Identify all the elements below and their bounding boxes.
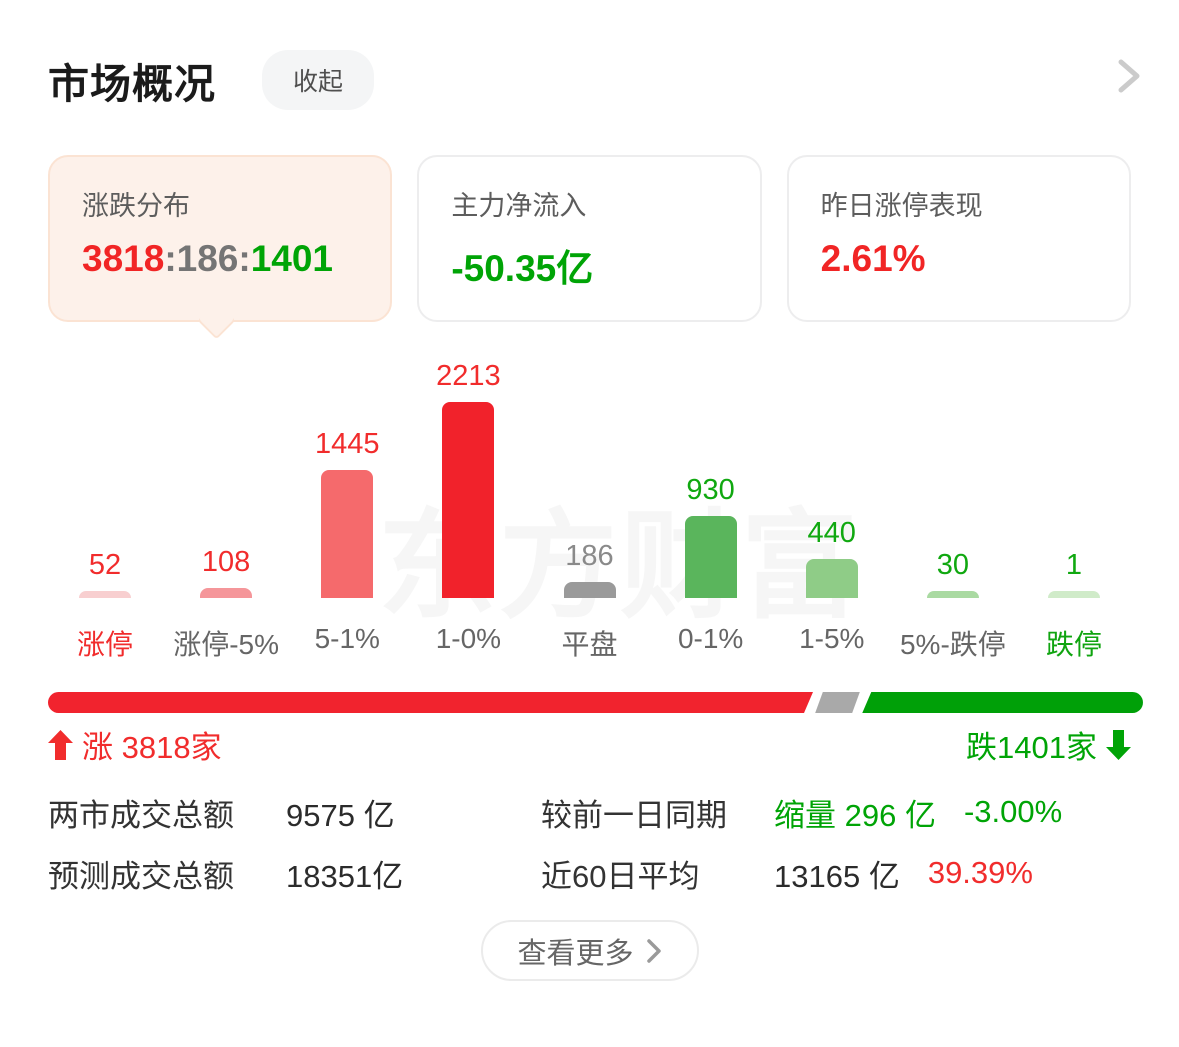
bar: [321, 470, 374, 598]
stat-row: 预测成交总额 18351亿 近60日平均 13165 亿 39.39%: [48, 852, 1131, 894]
card-rise-fall-distribution[interactable]: 涨跌分布 3818:186:1401: [48, 155, 393, 340]
bar: [563, 582, 616, 598]
card-label: 昨日涨停表现: [820, 191, 983, 221]
bar: [442, 402, 495, 598]
card-main-net-inflow[interactable]: 主力净流入 -50.35亿: [417, 155, 762, 322]
ratio-segment-up: [48, 692, 813, 713]
advancers-count: 涨 3818家: [48, 722, 222, 767]
active-card-pointer: [197, 301, 236, 340]
bar-category-label: 跌停: [1045, 629, 1102, 660]
advance-decline-summary: 涨 3818家 跌1401家: [48, 722, 1131, 767]
bar-value-label: 186: [565, 540, 614, 572]
bar-column-0-1%[interactable]: 930 0-1%: [654, 358, 768, 676]
header: 市场概况 收起: [48, 50, 375, 110]
ratio-part: 186: [176, 238, 239, 279]
bar-column-1-0%[interactable]: 2213 1-0%: [411, 358, 525, 676]
bar-column-平盘[interactable]: 186 平盘: [533, 358, 647, 676]
down-arrow-icon: [1106, 729, 1131, 760]
bar-column-跌停[interactable]: 1 跌停: [1017, 358, 1131, 676]
metric-cards: 涨跌分布 3818:186:1401 主力净流入 -50.35亿 昨日涨停表现 …: [48, 155, 1131, 340]
view-more-button[interactable]: 查看更多: [480, 920, 699, 981]
bar-value-label: 930: [686, 474, 735, 506]
stat-compare-value: 缩量 296 亿: [774, 797, 936, 833]
bar-value-label: 2213: [436, 360, 501, 392]
chevron-right-small-icon: [646, 938, 661, 963]
distribution-chart: 52 涨停 108 涨停-5% 1445 5-1% 2213 1-0% 186 平盘 930 0-1%…: [48, 358, 1131, 676]
bar-value-label: 1: [1065, 549, 1083, 581]
bar-value-label: 440: [807, 517, 856, 549]
stat-compare-label: 较前一日同期: [541, 797, 727, 833]
stat-compare-value: 13165 亿: [774, 858, 900, 894]
bar-category-label: 5-1%: [314, 623, 380, 654]
bar: [1048, 591, 1100, 598]
stat-percent-value: -3.00%: [963, 794, 1063, 829]
card-yesterday-limit-up[interactable]: 昨日涨停表现 2.61%: [786, 155, 1131, 322]
bar-category-label: 0-1%: [677, 623, 744, 654]
bar-value-label: 30: [936, 549, 969, 581]
page-title: 市场概况: [48, 61, 216, 107]
stat-label: 预测成交总额: [48, 858, 234, 894]
bar-column-1-5%[interactable]: 440 1-5%: [775, 358, 889, 676]
bar-category-label: 5%-跌停: [899, 629, 1006, 660]
bar-column-涨停-5%[interactable]: 108 涨停-5%: [169, 358, 283, 676]
ratio-segment-flat: [815, 692, 861, 713]
ratio-part: 3818: [82, 238, 165, 279]
bar-category-label: 1-0%: [435, 623, 502, 654]
stat-value: 18351亿: [286, 858, 404, 894]
bar-value-label: 52: [88, 549, 122, 581]
bar-category-label: 1-5%: [799, 623, 865, 654]
stat-label: 两市成交总额: [48, 797, 234, 833]
rise-fall-ratio-value: 3818:186:1401: [82, 238, 390, 280]
bar: [200, 588, 253, 598]
decliners-label: 跌1401家: [966, 730, 1097, 765]
card-label: 主力净流入: [451, 191, 587, 221]
view-more-label: 查看更多: [517, 937, 634, 970]
bar: [684, 516, 737, 598]
yesterday-limit-up-value: 2.61%: [820, 238, 926, 279]
chevron-right-icon[interactable]: [1113, 56, 1145, 96]
ratio-part: :: [238, 238, 251, 279]
bar-category-label: 涨停-5%: [173, 629, 280, 660]
stat-row: 两市成交总额 9575 亿 较前一日同期 缩量 296 亿 -3.00%: [48, 791, 1131, 833]
bar: [805, 559, 858, 598]
main-net-inflow-value: -50.35亿: [451, 248, 594, 289]
ratio-segment-down: [862, 692, 1143, 713]
stat-percent-value: 39.39%: [927, 855, 1033, 890]
bar-category-label: 平盘: [561, 629, 618, 660]
ratio-part: :: [164, 238, 177, 279]
stat-value: 9575 亿: [286, 797, 395, 833]
card-label: 涨跌分布: [82, 191, 190, 221]
bar: [926, 591, 979, 598]
bar: [79, 591, 131, 598]
bar-category-label: 涨停: [76, 629, 133, 660]
bar-column-5%-跌停[interactable]: 30 5%-跌停: [896, 358, 1010, 676]
bar-value-label: 108: [201, 546, 251, 578]
decliners-count: 跌1401家: [966, 722, 1131, 767]
advance-decline-ratio-bar: [48, 692, 1143, 713]
bar-column-5-1%[interactable]: 1445 5-1%: [290, 358, 404, 676]
ratio-part: 1401: [250, 238, 334, 279]
collapse-button[interactable]: 收起: [262, 50, 375, 110]
bar-column-涨停[interactable]: 52 涨停: [48, 358, 162, 676]
advancers-label: 涨 3818家: [82, 730, 222, 765]
bar-value-label: 1445: [314, 428, 380, 460]
up-arrow-icon: [48, 729, 73, 760]
stat-compare-label: 近60日平均: [541, 858, 700, 894]
turnover-stats: 两市成交总额 9575 亿 较前一日同期 缩量 296 亿 -3.00% 预测成交总额 18…: [48, 791, 1131, 913]
